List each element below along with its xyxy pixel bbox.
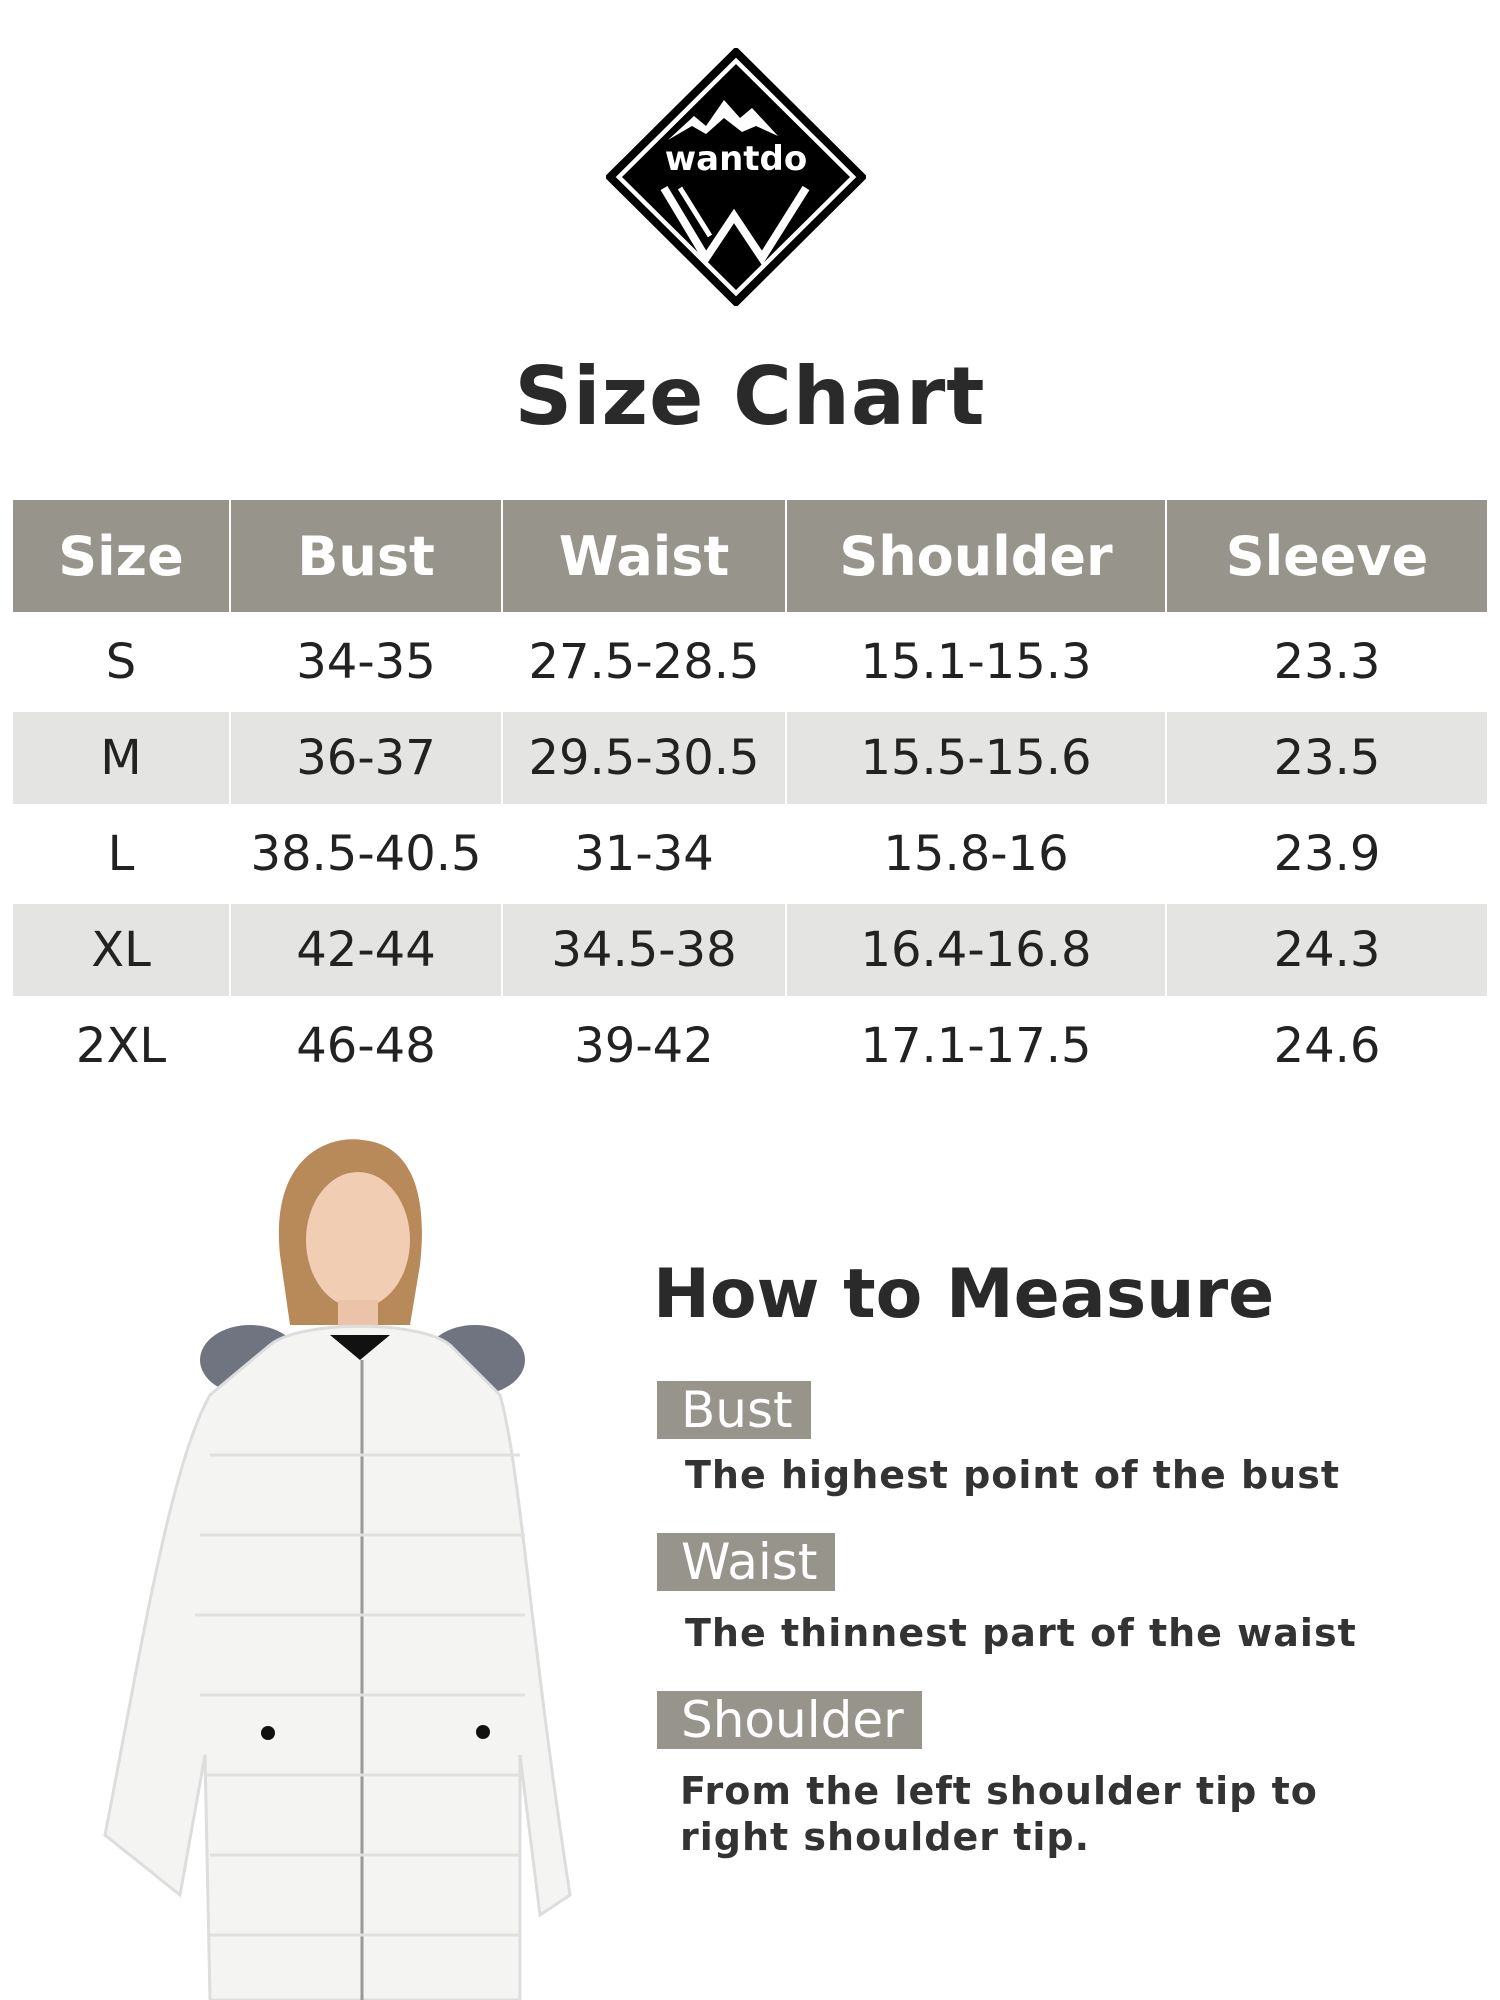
cell-bust: 42-44 xyxy=(229,904,502,996)
waist-label: Waist xyxy=(657,1533,836,1591)
header-size: Size xyxy=(13,500,230,612)
cell-shoulder: 16.4-16.8 xyxy=(785,904,1166,996)
cell-bust: 38.5-40.5 xyxy=(229,804,502,904)
how-to-measure-heading: How to Measure xyxy=(653,1255,1275,1334)
cell-bust: 36-37 xyxy=(229,712,502,804)
shoulder-description: From the left shoulder tip to right shou… xyxy=(680,1769,1318,1859)
waist-description: The thinnest part of the waist xyxy=(685,1611,1357,1655)
cell-sleeve: 23.3 xyxy=(1165,612,1487,712)
table-row: 2XL 46-48 39-42 17.1-17.5 24.6 xyxy=(13,996,1487,1096)
cell-shoulder: 17.1-17.5 xyxy=(785,996,1166,1096)
cell-size: 2XL xyxy=(75,1018,167,1074)
table-row: M 36-37 29.5-30.5 15.5-15.6 23.5 xyxy=(13,712,1487,804)
cell-sleeve: 24.6 xyxy=(1165,996,1487,1096)
cell-size: L xyxy=(107,826,135,882)
cell-size: S xyxy=(105,634,137,690)
bust-description: The highest point of the bust xyxy=(685,1453,1340,1497)
model-photo xyxy=(103,1139,572,2000)
bust-label: Bust xyxy=(657,1381,811,1439)
shoulder-label: Shoulder xyxy=(657,1691,922,1749)
table-header-row: Size Bust Waist Shoulder Sleeve xyxy=(13,500,1487,612)
table-row: XL 42-44 34.5-38 16.4-16.8 24.3 xyxy=(13,904,1487,996)
table-row: S 34-35 27.5-28.5 15.1-15.3 23.3 xyxy=(13,612,1487,712)
cell-shoulder: 15.8-16 xyxy=(785,804,1166,904)
cell-shoulder: 15.5-15.6 xyxy=(785,712,1166,804)
cell-size: XL xyxy=(13,904,230,996)
wantdo-logo: wantdo xyxy=(606,48,866,306)
header-waist: Waist xyxy=(501,500,786,612)
cell-sleeve: 23.9 xyxy=(1165,804,1487,904)
cell-waist: 31-34 xyxy=(501,804,786,904)
cell-bust: 34-35 xyxy=(229,612,502,712)
table-row: L 38.5-40.5 31-34 15.8-16 23.9 xyxy=(13,804,1487,904)
page-title: Size Chart xyxy=(514,350,986,443)
header-shoulder: Shoulder xyxy=(785,500,1166,612)
size-chart-table: Size Bust Waist Shoulder Sleeve S 34-35 … xyxy=(13,500,1487,1096)
header-bust: Bust xyxy=(229,500,502,612)
cell-shoulder: 15.1-15.3 xyxy=(785,612,1166,712)
header-sleeve: Sleeve xyxy=(1165,500,1487,612)
cell-bust: 46-48 xyxy=(229,996,502,1096)
cell-sleeve: 24.3 xyxy=(1165,904,1487,996)
svg-text:wantdo: wantdo xyxy=(665,139,808,179)
cell-sleeve: 23.5 xyxy=(1165,712,1487,804)
cell-waist: 27.5-28.5 xyxy=(501,612,786,712)
cell-waist: 34.5-38 xyxy=(501,904,786,996)
cell-size: M xyxy=(13,712,230,804)
cell-waist: 29.5-30.5 xyxy=(501,712,786,804)
cell-waist: 39-42 xyxy=(501,996,786,1096)
